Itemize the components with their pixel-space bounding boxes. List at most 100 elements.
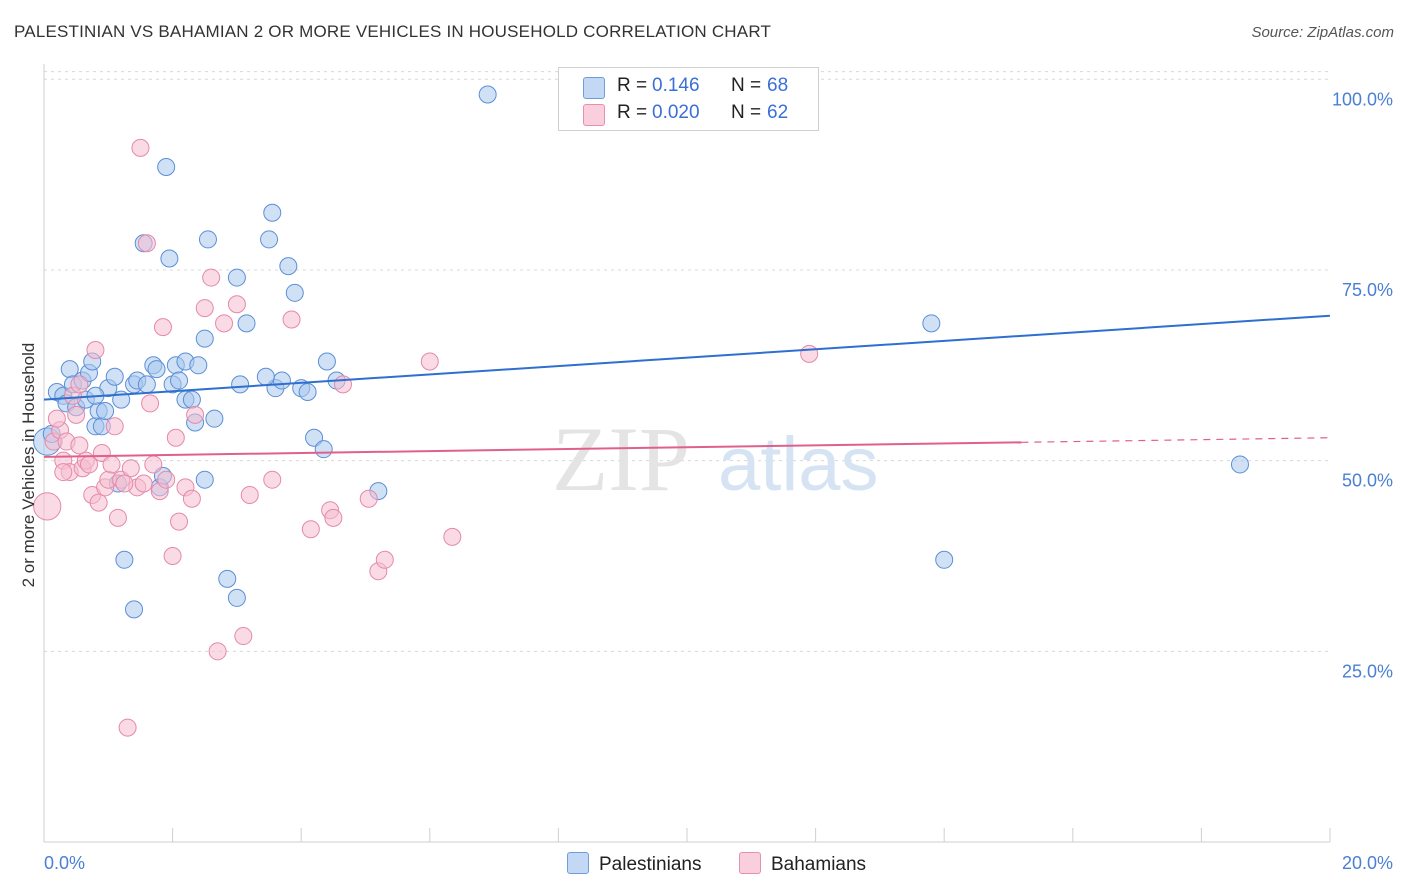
- point-bahamian: [301, 520, 320, 539]
- legend-swatch-pink: [583, 104, 605, 126]
- point-bahamian: [186, 405, 205, 424]
- point-palestinian: [195, 329, 214, 348]
- point-bahamian: [163, 546, 182, 565]
- point-palestinian: [182, 390, 201, 409]
- point-palestinian: [105, 367, 124, 386]
- y-tick-label: 75.0%: [1342, 280, 1393, 300]
- point-bahamian: [89, 493, 108, 512]
- bottom-legend-palestinians: Palestinians: [567, 852, 701, 876]
- point-palestinian: [272, 371, 291, 390]
- point-palestinian: [205, 409, 224, 428]
- point-bahamian: [333, 375, 352, 394]
- trend-lines: [43, 314, 1331, 458]
- point-palestinian: [157, 157, 176, 176]
- legend-n-value: 68: [767, 75, 789, 96]
- point-palestinian: [263, 203, 282, 222]
- point-palestinian: [125, 600, 144, 619]
- point-palestinian: [160, 249, 179, 268]
- point-palestinian: [314, 440, 333, 459]
- bottom-legend-label: Bahamians: [771, 854, 867, 875]
- point-bahamian: [47, 409, 66, 428]
- legend-r-label: R =: [617, 102, 648, 123]
- point-bahamian: [240, 485, 259, 504]
- point-bahamian: [153, 318, 172, 337]
- point-bahamian: [131, 138, 150, 157]
- gridlines: [44, 71, 1330, 652]
- axis-labels: 25.0% 50.0% 75.0% 100.0% 0.0% 20.0% 2 or more …: [19, 89, 1393, 873]
- point-palestinian: [317, 352, 336, 371]
- legend-r-value: 0.020: [652, 102, 700, 123]
- bottom-legend-swatch-blue: [567, 852, 589, 874]
- point-bahamian: [144, 455, 163, 474]
- point-palestinian: [115, 550, 134, 569]
- legend-swatch-blue: [583, 77, 605, 99]
- trend-line-dashed-bahamians: [1021, 437, 1331, 443]
- point-bahamian: [137, 234, 156, 253]
- point-bahamian: [202, 268, 221, 287]
- trend-line-bahamians: [43, 441, 1022, 458]
- point-palestinian: [285, 283, 304, 302]
- y-tick-label: 25.0%: [1342, 661, 1393, 681]
- legend-n-label: N =: [731, 75, 762, 96]
- legend-n-label: N =: [731, 102, 762, 123]
- point-bahamian: [227, 295, 246, 314]
- point-palestinian: [195, 470, 214, 489]
- point-bahamian: [208, 642, 227, 661]
- point-bahamian: [54, 463, 73, 482]
- point-palestinian: [198, 230, 217, 249]
- point-palestinian: [189, 356, 208, 375]
- point-palestinian: [478, 85, 497, 104]
- point-bahamian: [33, 492, 62, 521]
- chart-source: Source: ZipAtlas.com: [1251, 24, 1394, 41]
- point-bahamian: [263, 470, 282, 489]
- point-palestinian: [227, 588, 246, 607]
- point-bahamian: [70, 436, 89, 455]
- stats-legend: R = 0.146 N = 68 R = 0.020 N = 62: [558, 67, 819, 131]
- point-palestinian: [96, 402, 115, 421]
- points: [33, 85, 1249, 737]
- point-bahamian: [443, 527, 462, 546]
- chart-title: PALESTINIAN VS BAHAMIAN 2 OR MORE VEHICL…: [14, 22, 772, 41]
- legend-n-value: 62: [767, 102, 789, 123]
- bottom-legend-bahamians: Bahamians: [739, 852, 866, 876]
- point-bahamian: [420, 352, 439, 371]
- point-bahamian: [121, 459, 140, 478]
- point-bahamian: [215, 314, 234, 333]
- point-palestinian: [935, 550, 954, 569]
- legend-r-label: R =: [617, 75, 648, 96]
- point-bahamian: [141, 394, 160, 413]
- point-bahamian: [157, 470, 176, 489]
- watermark-atlas: atlas: [718, 422, 879, 507]
- y-tick-label: 50.0%: [1342, 471, 1393, 491]
- point-bahamian: [375, 550, 394, 569]
- point-bahamian: [166, 428, 185, 447]
- point-bahamian: [234, 627, 253, 646]
- point-bahamian: [134, 474, 153, 493]
- point-palestinian: [256, 367, 275, 386]
- y-tick-label: 100.0%: [1332, 89, 1393, 109]
- point-palestinian: [298, 382, 317, 401]
- point-bahamian: [324, 508, 343, 527]
- point-palestinian: [237, 314, 256, 333]
- point-bahamian: [800, 344, 819, 363]
- point-palestinian: [1230, 455, 1249, 474]
- point-bahamian: [115, 474, 134, 493]
- bottom-legend-swatch-pink: [739, 852, 761, 874]
- point-bahamian: [108, 508, 127, 527]
- point-palestinian: [147, 360, 166, 379]
- point-palestinian: [218, 569, 237, 588]
- x-tick-label: 0.0%: [44, 853, 85, 873]
- point-bahamian: [182, 489, 201, 508]
- point-bahamian: [170, 512, 189, 531]
- point-bahamian: [86, 341, 105, 360]
- point-bahamian: [70, 375, 89, 394]
- bottom-legend-label: Palestinians: [599, 854, 702, 875]
- trend-line-palestinians: [43, 314, 1331, 401]
- point-palestinian: [227, 268, 246, 287]
- point-bahamian: [118, 718, 137, 737]
- y-axis-label: 2 or more Vehicles in Household: [19, 343, 38, 588]
- point-palestinian: [231, 375, 250, 394]
- point-bahamian: [359, 489, 378, 508]
- point-bahamian: [102, 455, 121, 474]
- point-palestinian: [137, 375, 156, 394]
